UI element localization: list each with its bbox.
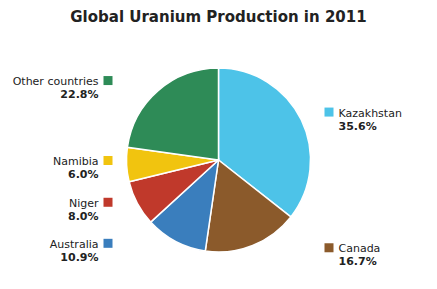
category-label: Other countries: [13, 75, 99, 88]
label-swatch: [104, 76, 113, 85]
slice-label: Niger8.0%: [68, 197, 113, 223]
value-label: 6.0%: [68, 168, 99, 181]
category-label: Namibia: [53, 155, 99, 168]
label-swatch: [104, 156, 113, 165]
value-label: 22.8%: [60, 88, 98, 101]
value-label: 10.9%: [60, 251, 98, 264]
data-labels: Other countries22.8% Namibia6.0% Niger8.0%…: [13, 75, 402, 268]
pie-slice: [127, 68, 218, 160]
slice-label: Australia10.9%: [50, 238, 113, 264]
label-swatch: [104, 198, 113, 207]
data-label: Other countries22.8%: [13, 75, 99, 101]
chart-container: Global Uranium Production in 2011 Other c…: [0, 0, 437, 289]
data-label: Kazakhstan35.6%: [339, 107, 402, 133]
slice-label: Kazakhstan35.6%: [325, 107, 402, 133]
slice-label: Canada16.7%: [325, 242, 381, 268]
slice-label: Namibia6.0%: [53, 155, 113, 181]
label-swatch: [104, 239, 113, 248]
category-label: Australia: [50, 238, 99, 251]
title: Global Uranium Production in 2011: [70, 8, 366, 26]
category-label: Canada: [339, 242, 381, 255]
pie: [126, 68, 310, 252]
data-label: Canada16.7%: [339, 242, 381, 268]
data-label: Niger8.0%: [68, 197, 99, 223]
category-label: Niger: [69, 197, 99, 210]
label-swatch: [325, 243, 334, 252]
value-label: 16.7%: [339, 255, 377, 268]
slice-label: Other countries22.8%: [13, 75, 113, 101]
data-label: Namibia6.0%: [53, 155, 99, 181]
chart: Global Uranium Production in 2011 Other c…: [0, 0, 437, 289]
pie-slice: [205, 160, 291, 252]
value-label: 35.6%: [339, 120, 377, 133]
data-label: Australia10.9%: [50, 238, 99, 264]
label-swatch: [325, 108, 334, 117]
value-label: 8.0%: [68, 210, 99, 223]
category-label: Kazakhstan: [339, 107, 402, 120]
